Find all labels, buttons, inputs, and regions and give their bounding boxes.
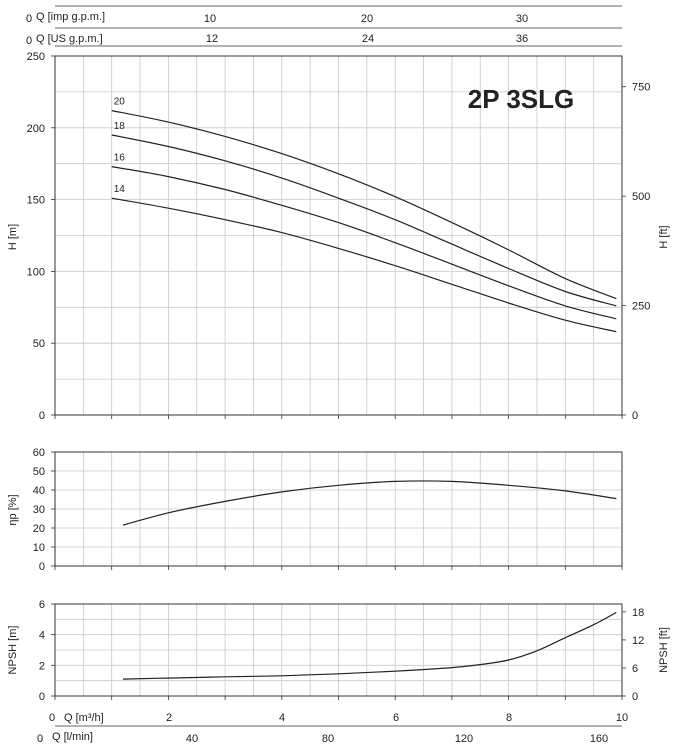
npsh-y-tick-label: 2	[39, 660, 45, 672]
head-y-tick-label: 50	[33, 338, 45, 350]
q-imp-axis-label: Q [imp g.p.m.]	[36, 11, 105, 23]
q-m3h-tick: 2	[166, 712, 172, 724]
efficiency-y-tick-label: 50	[33, 466, 45, 478]
npsh-y-axis-title-ft: NPSH [ft]	[658, 627, 670, 673]
npsh-y-tick-label-right: 12	[632, 635, 644, 647]
q-m3h-tick: 4	[279, 712, 285, 724]
head-curve-label: 16	[114, 153, 126, 164]
q-us-tick: 36	[516, 33, 528, 45]
head-curve-label: 14	[114, 184, 126, 195]
pump-model-title: 2P 3SLG	[468, 84, 574, 114]
bottom-q-axes: 0 Q [m³/h] 2 4 6 8 10 0 Q [l/min] 40 80 …	[37, 712, 628, 745]
head-curve-label: 20	[114, 97, 126, 108]
head-curve-20	[111, 110, 617, 300]
head-y-tick-label: 0	[39, 410, 45, 422]
npsh-y-tick-label-right: 0	[632, 691, 638, 703]
q-us-zero: 0	[26, 35, 32, 47]
q-lmin-tick: 80	[322, 733, 334, 745]
efficiency-y-tick-label: 0	[39, 561, 45, 573]
q-imp-tick: 20	[361, 13, 373, 25]
q-m3h-zero: 0	[49, 712, 55, 724]
head-y-tick-label: 200	[27, 123, 45, 135]
head-y-axis-title-ft: H [ft]	[658, 225, 670, 248]
npsh-curve-panel: 0 2 4 6 0 6 12 18	[39, 599, 644, 703]
npsh-y-tick-label: 4	[39, 630, 45, 642]
head-y-tick-label-right: 500	[632, 191, 650, 203]
efficiency-y-tick-label: 40	[33, 485, 45, 497]
efficiency-curve-line	[122, 480, 617, 526]
q-m3h-axis-label: Q [m³/h]	[64, 712, 104, 724]
q-us-tick: 24	[362, 33, 374, 45]
head-y-axis-title: H [m]	[7, 224, 19, 250]
q-lmin-tick: 160	[590, 733, 608, 745]
q-lmin-tick: 40	[186, 733, 198, 745]
efficiency-y-tick-label: 60	[33, 447, 45, 459]
head-y-tick-label: 250	[27, 51, 45, 63]
efficiency-y-tick-label: 20	[33, 523, 45, 535]
efficiency-y-axis-title: ηp [%]	[7, 494, 19, 525]
q-imp-tick: 10	[204, 13, 216, 25]
efficiency-y-tick-label: 30	[33, 504, 45, 516]
q-lmin-tick: 120	[455, 733, 473, 745]
head-y-tick-label-right: 250	[632, 301, 650, 313]
head-y-tick-label: 100	[27, 266, 45, 278]
efficiency-y-tick-label: 10	[33, 542, 45, 554]
head-y-tick-label-right: 750	[632, 82, 650, 94]
npsh-curve-line	[122, 611, 617, 680]
head-curve-panel: 0 50 100 150 200 250 0 250 500 750 20 18 16 14	[27, 51, 651, 422]
head-y-tick-label: 150	[27, 195, 45, 207]
npsh-y-tick-label: 6	[39, 599, 45, 611]
npsh-y-tick-label-right: 18	[632, 607, 644, 619]
q-imp-tick: 30	[516, 13, 528, 25]
head-curve-18	[111, 134, 617, 307]
head-y-tick-label-right: 0	[632, 410, 638, 422]
q-lmin-zero: 0	[37, 733, 43, 745]
npsh-y-tick-label-right: 6	[632, 663, 638, 675]
head-curve-label: 18	[114, 121, 126, 132]
q-m3h-tick: 8	[506, 712, 512, 724]
q-us-axis-label: Q [US g.p.m.]	[36, 33, 103, 45]
npsh-y-axis-title: NPSH [m]	[7, 626, 19, 675]
npsh-y-tick-label: 0	[39, 691, 45, 703]
q-m3h-tick: 10	[616, 712, 628, 724]
q-us-tick: 12	[206, 33, 218, 45]
q-lmin-axis-label: Q [l/min]	[52, 731, 93, 743]
top-q-axes: 0 Q [imp g.p.m.] 10 20 30 0 Q [US g.p.m.…	[26, 5, 622, 47]
efficiency-curve-panel: 0 10 20 30 40 50 60	[33, 447, 623, 573]
head-curve-16	[111, 166, 617, 320]
head-curve-14	[111, 197, 617, 333]
q-imp-zero: 0	[26, 13, 32, 25]
q-m3h-tick: 6	[393, 712, 399, 724]
